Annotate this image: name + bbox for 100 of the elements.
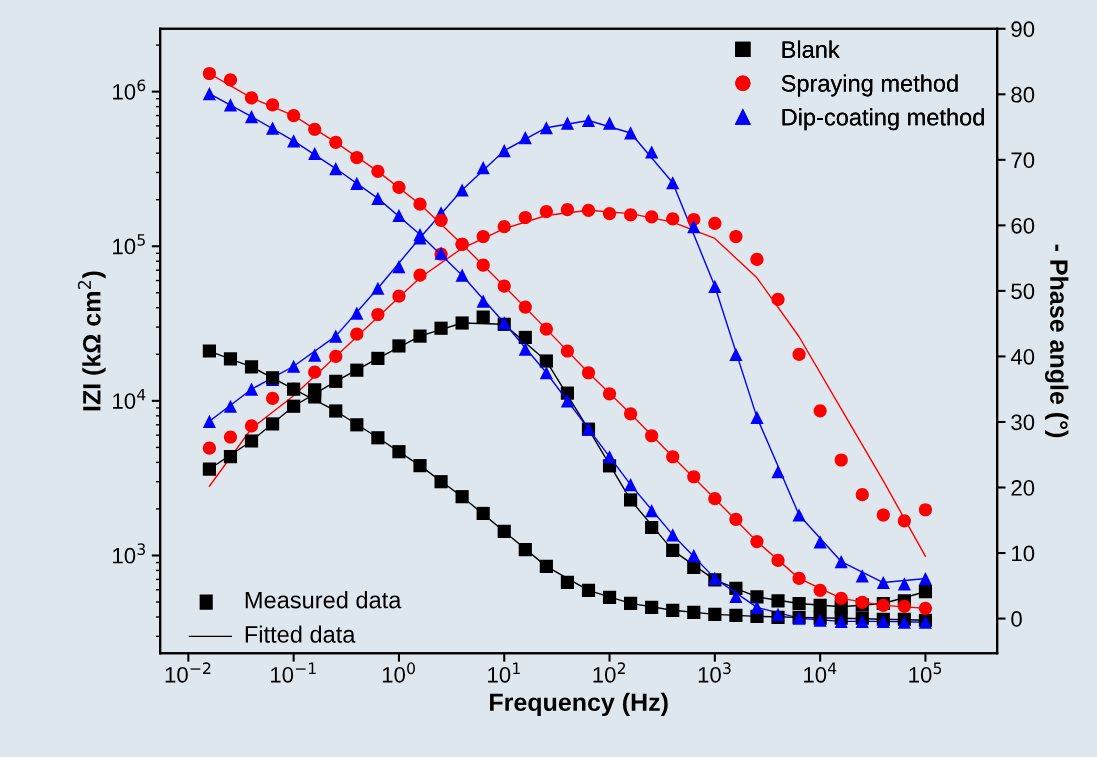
point: [329, 161, 343, 176]
x-axis-title: Frequency (Hz): [490, 692, 668, 717]
y2-tick-label: 90: [1011, 21, 1035, 38]
x-tick-label: 10$^{4}$: [804, 662, 837, 683]
y-tick-label: 10$^{6}$: [113, 79, 146, 100]
point: [581, 583, 596, 597]
point: [202, 87, 216, 101]
point: [813, 583, 827, 597]
point: [202, 344, 216, 358]
point: [308, 146, 322, 161]
point: [602, 450, 617, 464]
point: [645, 429, 659, 443]
point: [645, 504, 659, 518]
point: [350, 150, 364, 165]
point: [687, 470, 701, 484]
point: [434, 213, 448, 227]
point: [918, 601, 933, 615]
point: [729, 608, 743, 622]
point: [371, 191, 385, 205]
point: [602, 387, 617, 401]
point: [518, 342, 532, 356]
x-tick-label: 10$^{3}$: [698, 662, 731, 683]
point: [329, 404, 343, 418]
point: [771, 553, 785, 568]
point: [560, 344, 575, 358]
point: [455, 237, 469, 251]
y2-tick-label: 80: [1011, 86, 1035, 103]
legend-label: Spraying method: [781, 74, 958, 97]
y-axis-title: IZI (kΩ cm$^{2}$): [77, 271, 106, 411]
point: [624, 478, 638, 492]
point: [202, 66, 216, 81]
point: [560, 575, 575, 589]
x-tick-label: 10$^{1}$: [488, 662, 520, 683]
point: [329, 135, 343, 149]
y2-tick-label: 0: [1011, 611, 1022, 627]
annotation: Measured data: [245, 591, 402, 609]
point: [750, 600, 764, 614]
point: [687, 605, 701, 619]
y2-axis-title: - Phase angle (°): [1045, 244, 1069, 438]
point: [223, 98, 238, 112]
point: [624, 596, 638, 610]
point: [602, 590, 617, 604]
y2-tick-label: 50: [1011, 283, 1035, 300]
y2-tick-label: 20: [1011, 480, 1035, 496]
point: [539, 322, 553, 336]
legend-label: Dip-coating method: [782, 108, 984, 131]
point: [223, 352, 238, 366]
point: [792, 571, 806, 585]
point: [476, 506, 490, 521]
point: [581, 366, 596, 380]
y2-tick-label: 70: [1011, 152, 1035, 169]
point: [645, 600, 659, 614]
point: [539, 559, 553, 573]
x-tick-label: 10$^{0}$: [382, 662, 415, 683]
point: [392, 208, 406, 223]
point: [223, 73, 238, 87]
point: [287, 108, 301, 123]
point: [497, 279, 511, 293]
point: [350, 176, 364, 190]
point: [729, 589, 743, 604]
point: [413, 227, 427, 242]
point: [666, 528, 680, 542]
point: [518, 543, 532, 557]
point: [392, 445, 406, 459]
point: [624, 407, 638, 421]
point: [266, 98, 280, 112]
point: [476, 294, 490, 308]
point: [266, 121, 280, 135]
point: [729, 512, 743, 527]
y2-tick-label: 60: [1011, 217, 1035, 234]
point: [308, 122, 322, 136]
point: [244, 109, 259, 124]
x-tick-label: 10$^{−1}$: [271, 662, 316, 683]
y-tick-label: 10$^{3}$: [113, 543, 145, 564]
y-tick-label: 10$^{4}$: [113, 388, 146, 409]
legend-label: Blank: [782, 40, 840, 58]
point: [392, 180, 406, 195]
point: [413, 459, 427, 473]
point: [497, 524, 511, 539]
point: [518, 300, 532, 314]
point: [750, 534, 764, 549]
point: [287, 134, 301, 148]
point: [834, 591, 848, 605]
point: [371, 164, 385, 178]
point: [434, 475, 448, 489]
x-tick-label: 10$^{−2}$: [165, 662, 211, 683]
point: [539, 366, 553, 380]
annotation: Fitted data: [245, 625, 356, 643]
point: [244, 360, 259, 374]
point: [708, 492, 722, 506]
point: [455, 490, 469, 504]
point: [413, 197, 427, 211]
point: [455, 268, 469, 282]
y-tick-label: 10$^{5}$: [113, 234, 145, 255]
y2-tick-label: 30: [1011, 414, 1035, 431]
y2-tick-label: 10: [1012, 545, 1035, 562]
point: [666, 450, 680, 464]
x-tick-label: 10$^{2}$: [593, 662, 626, 683]
point: [708, 607, 722, 621]
point: [687, 548, 701, 563]
